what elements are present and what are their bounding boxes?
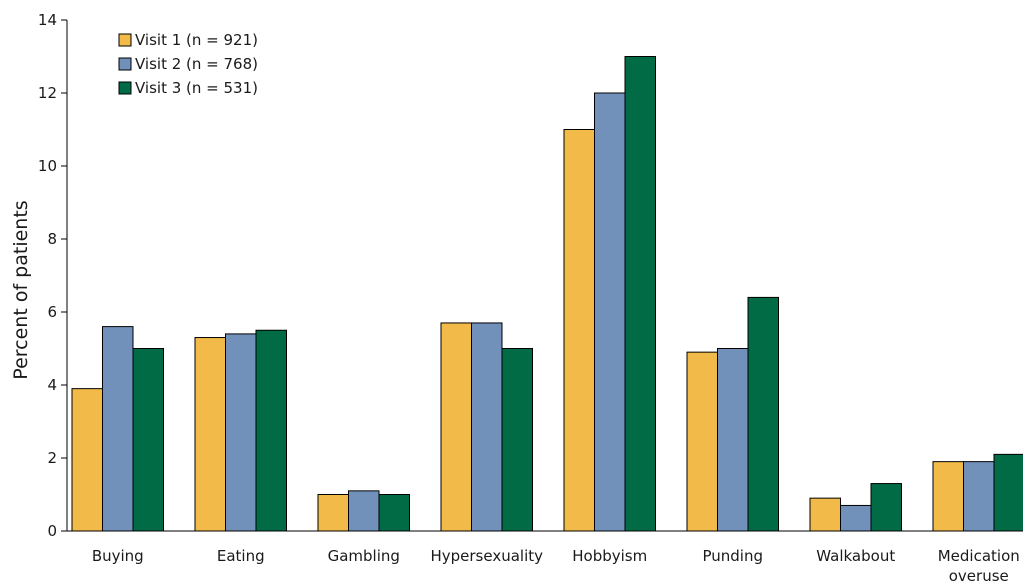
x-tick-label: overuse — [949, 567, 1009, 585]
bar-3-6 — [870, 483, 902, 532]
bar-1-3 — [440, 322, 472, 532]
bars — [71, 56, 1023, 532]
bar-3-7 — [993, 453, 1023, 532]
legend-swatch — [118, 57, 132, 71]
x-tick-label: Buying — [92, 547, 144, 565]
bar-2-1 — [225, 333, 257, 532]
x-tick-label: Eating — [217, 547, 265, 565]
y-tick-label: 14 — [38, 11, 57, 29]
bar-2-6 — [840, 504, 872, 532]
x-tick-label: Hypersexuality — [430, 547, 543, 565]
y-tick-label: 6 — [47, 303, 57, 321]
x-tick-label: Medication — [938, 547, 1020, 565]
bar-3-2 — [378, 494, 410, 532]
legend-label: Visit 3 (n = 531) — [135, 79, 258, 97]
y-tick-label: 4 — [47, 376, 57, 394]
bar-1-5 — [686, 351, 718, 532]
y-tick-label: 10 — [38, 157, 57, 175]
bar-1-2 — [317, 494, 349, 532]
x-tick-label: Punding — [702, 547, 763, 565]
bar-2-2 — [348, 490, 380, 532]
x-tick-label: Gambling — [328, 547, 400, 565]
y-tick-label: 8 — [47, 230, 57, 248]
bar-2-0 — [102, 326, 134, 532]
bar-3-5 — [747, 296, 779, 532]
legend: Visit 1 (n = 921) Visit 2 (n = 768) Visit … — [118, 31, 258, 97]
bar-1-4 — [563, 129, 595, 532]
bar-1-6 — [809, 497, 841, 532]
bar-1-7 — [932, 461, 964, 532]
bar-2-7 — [963, 461, 995, 532]
bar-3-0 — [132, 348, 164, 532]
x-axis: Buying Eating Gambling Hypersexuality Hobbyi… — [67, 530, 1022, 585]
x-tick-label: Walkabout — [816, 547, 895, 565]
x-tick-label: Hobbyism — [572, 547, 647, 565]
bar-3-4 — [624, 56, 656, 532]
y-tick-label: 0 — [47, 522, 57, 540]
bar-2-4 — [594, 92, 626, 532]
bar-2-3 — [471, 322, 503, 532]
y-tick-label: 12 — [38, 84, 57, 102]
legend-label: Visit 2 (n = 768) — [135, 55, 258, 73]
bar-1-1 — [194, 337, 226, 532]
legend-label: Visit 1 (n = 921) — [135, 31, 258, 49]
bar-2-5 — [717, 348, 749, 532]
y-tick-label: 2 — [47, 449, 57, 467]
y-axis: 0 2 4 6 8 10 12 14 — [38, 11, 68, 540]
legend-swatch — [118, 81, 132, 95]
bar-1-0 — [71, 388, 103, 532]
bar-3-1 — [255, 329, 287, 532]
legend-swatch — [118, 33, 132, 47]
y-axis-title: Percent of patients — [10, 200, 32, 379]
bar-3-3 — [501, 348, 533, 532]
